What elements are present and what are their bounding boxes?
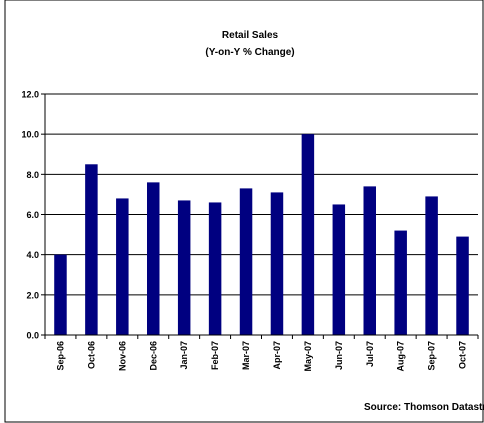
- bar: [85, 164, 98, 335]
- bar: [456, 236, 469, 335]
- y-tick-label: 12.0: [21, 90, 39, 100]
- y-tick-label: 6.0: [26, 210, 39, 220]
- bars: [54, 134, 469, 335]
- bar: [54, 254, 67, 335]
- bar: [208, 202, 222, 335]
- x-tick-label: Oct-07: [458, 341, 468, 369]
- y-tick-label: 2.0: [26, 290, 39, 300]
- y-tick-labels: 0.0 2.0 4.0 6.0 8.0 10.0 12.0: [21, 90, 39, 341]
- y-tick-label: 4.0: [26, 250, 39, 260]
- bar: [332, 204, 346, 335]
- bar: [239, 188, 253, 335]
- bar: [363, 186, 376, 335]
- bar: [301, 134, 315, 335]
- x-tick-label: Nov-06: [117, 341, 127, 371]
- chart-title: Retail Sales: [222, 30, 279, 41]
- bar: [147, 182, 160, 335]
- axes: [41, 93, 479, 339]
- bar: [425, 196, 438, 335]
- y-tick-label: 8.0: [26, 170, 39, 180]
- bar: [116, 198, 129, 335]
- bar: [394, 230, 407, 335]
- bar: [177, 200, 191, 335]
- bar: [270, 192, 284, 335]
- x-tick-label: Apr-07: [272, 341, 282, 370]
- x-tick-label: Jul-07: [365, 341, 375, 367]
- x-tick-label: May-07: [303, 341, 313, 372]
- x-tick-label: Sep-06: [55, 341, 65, 371]
- x-tick-label: Sep-07: [427, 341, 437, 371]
- x-tick-label: Jan-07: [179, 341, 189, 370]
- x-tick-label: Jun-07: [334, 341, 344, 370]
- chart-subtitle: (Y-on-Y % Change): [205, 47, 294, 58]
- x-tick-label: Feb-07: [210, 341, 220, 370]
- x-tick-label: Oct-06: [86, 341, 96, 369]
- y-tick-label: 10.0: [21, 130, 39, 140]
- x-tick-label: Aug-07: [396, 341, 406, 372]
- x-tick-label: Dec-06: [148, 341, 158, 371]
- source-note: Source: Thomson Datastrea: [364, 402, 484, 413]
- x-tick-labels: Sep-06 Oct-06 Nov-06 Dec-06 Jan-07 Feb-07 Mar-…: [55, 341, 467, 372]
- x-tick-label: Mar-07: [241, 341, 251, 370]
- y-tick-label: 0.0: [26, 331, 39, 341]
